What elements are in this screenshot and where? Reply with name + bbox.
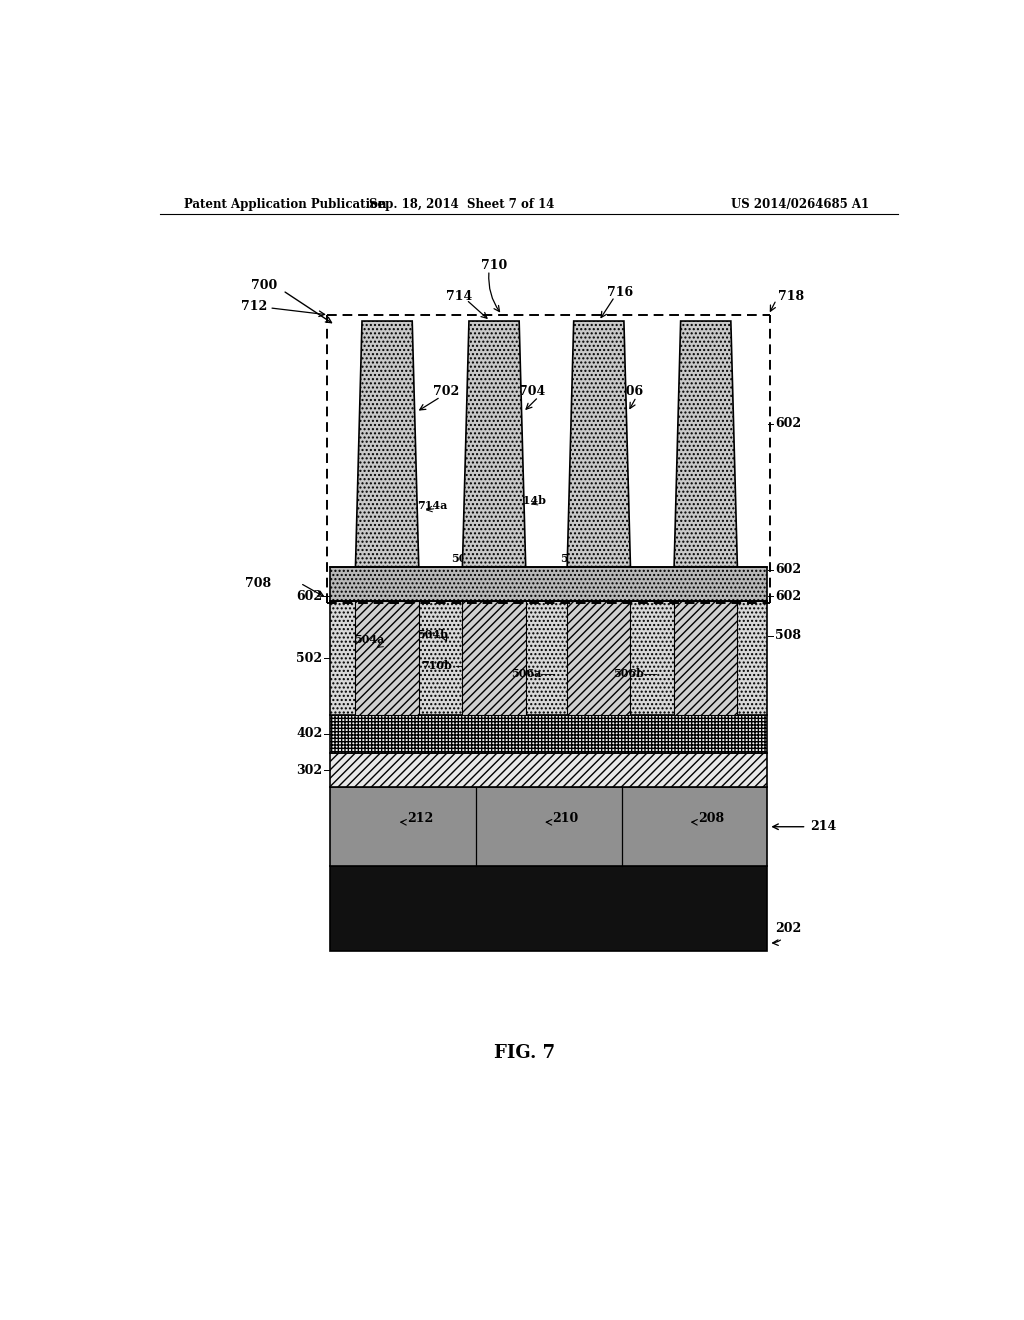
Polygon shape [674, 321, 737, 566]
Bar [331, 715, 767, 752]
Text: 506: 506 [560, 553, 583, 564]
Text: 710b: 710b [421, 660, 452, 671]
Text: 214: 214 [811, 820, 837, 833]
Polygon shape [355, 321, 419, 566]
Text: 712: 712 [241, 300, 267, 313]
Text: 504a: 504a [354, 634, 385, 644]
Text: 718: 718 [778, 290, 804, 304]
Polygon shape [463, 602, 525, 715]
Text: 402: 402 [296, 727, 323, 741]
Text: 716: 716 [607, 286, 633, 300]
Bar [331, 566, 767, 602]
Polygon shape [674, 602, 737, 715]
Text: 502: 502 [296, 652, 323, 665]
Text: Patent Application Publication: Patent Application Publication [183, 198, 386, 211]
Polygon shape [355, 602, 419, 715]
Text: 708: 708 [245, 577, 270, 590]
Text: 504: 504 [452, 553, 474, 564]
Text: 704: 704 [518, 385, 545, 399]
Text: 602: 602 [775, 564, 801, 577]
Text: 714b: 714b [515, 495, 546, 506]
Text: 302: 302 [296, 763, 323, 776]
Text: 602: 602 [775, 590, 801, 603]
Text: 602: 602 [296, 590, 323, 603]
Text: 706: 706 [616, 385, 643, 399]
Text: 700: 700 [251, 279, 278, 292]
Polygon shape [463, 321, 525, 566]
Text: 602: 602 [775, 417, 801, 430]
Text: 208: 208 [698, 812, 724, 825]
Text: 506a: 506a [511, 668, 542, 680]
Bar [331, 752, 767, 787]
Text: 702: 702 [433, 385, 459, 399]
Text: 714: 714 [446, 290, 473, 304]
Text: 710: 710 [481, 259, 508, 272]
Text: 212: 212 [408, 812, 433, 825]
Text: 504b: 504b [417, 628, 449, 640]
Bar [331, 866, 767, 952]
Text: US 2014/0264685 A1: US 2014/0264685 A1 [731, 198, 869, 211]
Polygon shape [567, 321, 631, 566]
Bar [331, 787, 767, 866]
Polygon shape [567, 602, 631, 715]
Text: 202: 202 [775, 923, 801, 936]
Text: 508: 508 [775, 630, 801, 643]
Bar [331, 602, 767, 715]
Text: 210: 210 [553, 812, 579, 825]
Text: 506b: 506b [613, 668, 644, 680]
Text: 714a: 714a [417, 500, 447, 511]
Text: Sep. 18, 2014  Sheet 7 of 14: Sep. 18, 2014 Sheet 7 of 14 [369, 198, 554, 211]
Text: FIG. 7: FIG. 7 [495, 1044, 555, 1061]
